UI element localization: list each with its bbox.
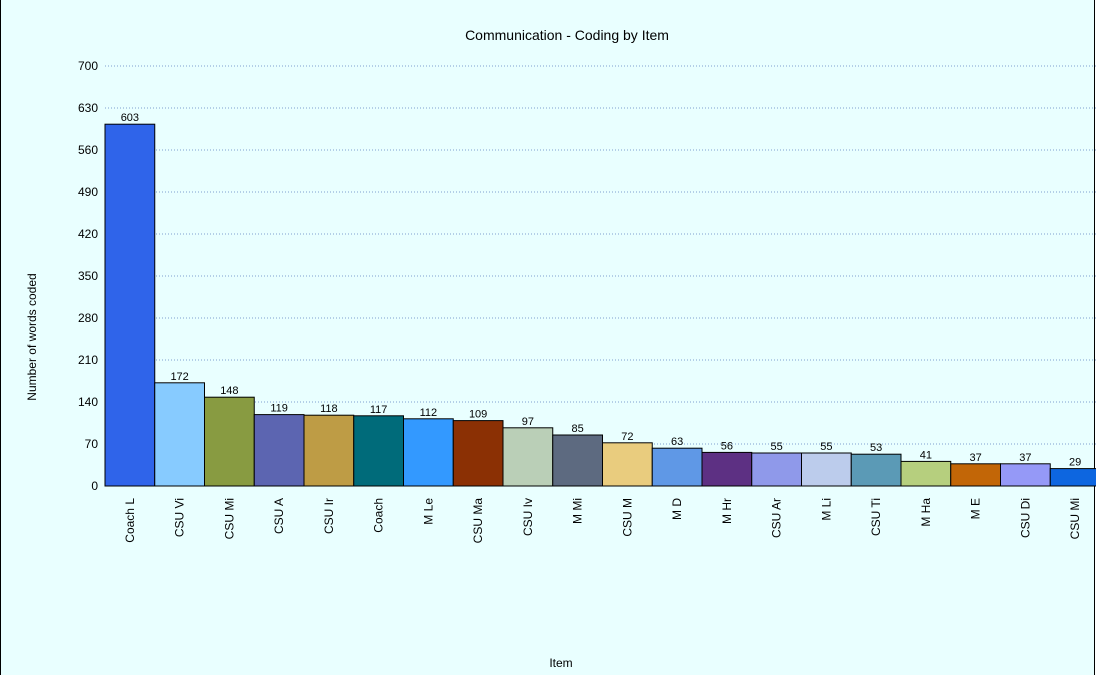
- data-label: 85: [572, 423, 584, 435]
- bar: [452, 420, 504, 487]
- x-category-label: CSU Di: [1018, 498, 1032, 538]
- x-category-label: CSU M: [620, 498, 634, 537]
- data-label: 41: [920, 449, 932, 461]
- bar: [602, 442, 653, 487]
- data-label: 119: [270, 403, 288, 415]
- x-category-label: M Ha: [919, 498, 933, 527]
- x-category-label: CSU Mi: [222, 498, 236, 539]
- y-tick-label: 210: [78, 353, 98, 367]
- y-tick-label: 70: [85, 437, 99, 451]
- x-category-label: M Le: [421, 498, 435, 525]
- x-category-label: M Mi: [571, 498, 585, 524]
- data-label: 112: [420, 407, 438, 419]
- x-category-label: CSU Ar: [770, 498, 784, 538]
- data-label: 109: [469, 409, 487, 421]
- bar: [1049, 468, 1096, 487]
- x-category-label: CSU Ti: [869, 498, 883, 536]
- data-label: 118: [320, 403, 338, 415]
- bar: [204, 396, 255, 487]
- gridlines: [105, 65, 1096, 445]
- bar: [552, 434, 603, 487]
- x-category-label: M Hr: [720, 498, 734, 524]
- y-tick-label: 560: [78, 143, 98, 157]
- data-label: 29: [1069, 457, 1081, 469]
- bar: [751, 452, 802, 487]
- bar: [253, 414, 305, 487]
- chart-title: Communication - Coding by Item: [465, 27, 669, 43]
- data-label: 603: [121, 112, 139, 124]
- y-tick-label: 700: [78, 59, 98, 73]
- bars: [104, 123, 1096, 487]
- x-category-label: CSU A: [272, 498, 286, 534]
- bar: [502, 427, 554, 487]
- data-label: 56: [721, 440, 733, 452]
- y-tick-label: 490: [78, 185, 98, 199]
- y-tick-label: 630: [78, 101, 98, 115]
- bar: [950, 463, 1001, 487]
- bar: [154, 382, 205, 487]
- x-category-label: CSU Ir: [322, 498, 336, 534]
- y-tick-label: 350: [78, 269, 98, 283]
- data-label: 63: [671, 436, 683, 448]
- x-category-label: CSU Mi: [1068, 498, 1082, 539]
- bar: [104, 123, 156, 487]
- x-axis-title: Item: [549, 656, 572, 670]
- y-axis-title: Number of words coded: [25, 273, 39, 400]
- x-category-label: CSU Ma: [471, 498, 485, 544]
- bar: [850, 453, 902, 487]
- data-label: 148: [220, 385, 238, 397]
- data-label: 55: [771, 441, 783, 453]
- data-label: 97: [522, 416, 534, 428]
- x-category-label: M E: [969, 498, 983, 519]
- bar: [651, 447, 703, 487]
- x-category-label: M D: [670, 498, 684, 520]
- x-category-label: Coach: [372, 498, 386, 533]
- y-tick-label: 0: [91, 479, 98, 493]
- y-axis-ticks: 0 70 140 210 280 350 420 490 560 630 700: [78, 59, 98, 493]
- x-category-label: CSU Iv: [521, 498, 535, 536]
- bar: [403, 418, 454, 487]
- x-category-label: CSU Vi: [173, 498, 187, 537]
- bar: [701, 451, 753, 487]
- data-label: 172: [170, 371, 188, 383]
- bar: [1000, 463, 1051, 487]
- bar: [303, 414, 355, 487]
- y-tick-label: 280: [78, 311, 98, 325]
- data-label: 117: [370, 404, 388, 416]
- bar: [801, 452, 852, 487]
- data-labels: 603 172 148 119 118 117 112 109 97 85 72 63 56 55 55 53…: [121, 112, 1082, 468]
- category-labels: Coach L CSU Vi CSU Mi CSU A CSU Ir Coach M Le C…: [123, 498, 1082, 544]
- x-category-label: Coach L: [123, 498, 137, 543]
- data-label: 37: [970, 452, 982, 464]
- bar: [900, 460, 952, 487]
- x-category-label: M Li: [819, 498, 833, 521]
- data-label: 55: [820, 441, 832, 453]
- data-label: 53: [870, 442, 882, 454]
- y-tick-label: 420: [78, 227, 98, 241]
- data-label: 37: [1019, 452, 1031, 464]
- data-label: 72: [621, 431, 633, 443]
- bar: [353, 415, 404, 487]
- y-tick-label: 140: [78, 395, 98, 409]
